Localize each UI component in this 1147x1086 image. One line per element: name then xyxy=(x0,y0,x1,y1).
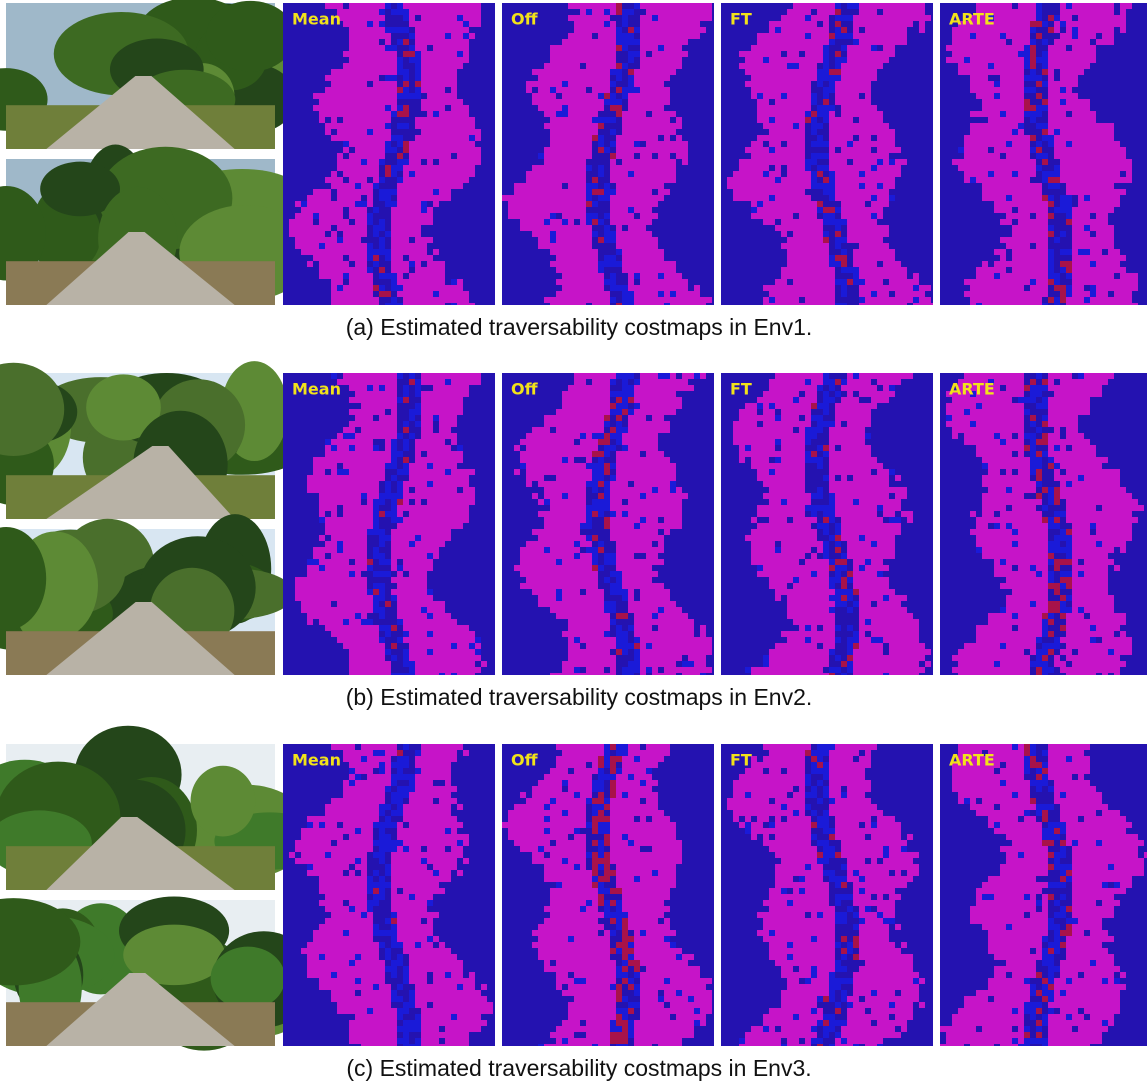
caption: (a) Estimated traversability costmaps in… xyxy=(346,314,813,340)
photo xyxy=(0,361,310,519)
photo xyxy=(0,145,312,305)
method-label: FT xyxy=(730,380,752,399)
method-label: ARTE xyxy=(949,751,995,770)
photo xyxy=(0,0,310,149)
method-label: ARTE xyxy=(949,10,995,29)
foliage xyxy=(211,947,286,1010)
method-label: Mean xyxy=(292,10,341,29)
method-label: Off xyxy=(511,751,539,770)
method-label: Mean xyxy=(292,751,341,770)
caption: (c) Estimated traversability costmaps in… xyxy=(346,1055,811,1081)
method-label: Off xyxy=(511,10,539,29)
costmap xyxy=(721,744,933,1046)
costmap xyxy=(502,3,714,305)
foliage xyxy=(206,1,295,72)
method-label: ARTE xyxy=(949,380,995,399)
caption: (b) Estimated traversability costmaps in… xyxy=(346,684,813,710)
costmap xyxy=(721,3,933,305)
foliage xyxy=(191,766,256,837)
costmap xyxy=(721,373,933,675)
method-label: Mean xyxy=(292,380,341,399)
costmap xyxy=(940,3,1147,305)
photo xyxy=(0,514,294,675)
figure: Mean Off FT ARTE (a) Estimated traversabilit… xyxy=(0,0,1147,1086)
costmap xyxy=(283,373,495,675)
method-label: Off xyxy=(511,380,539,399)
costmap xyxy=(283,744,495,1046)
photo xyxy=(0,896,323,1050)
costmap xyxy=(940,744,1147,1046)
method-label: FT xyxy=(730,10,752,29)
method-label: FT xyxy=(730,751,752,770)
photo xyxy=(0,726,325,890)
costmap xyxy=(502,744,714,1046)
costmap xyxy=(502,373,714,675)
costmap xyxy=(283,3,495,305)
costmap xyxy=(940,373,1147,675)
